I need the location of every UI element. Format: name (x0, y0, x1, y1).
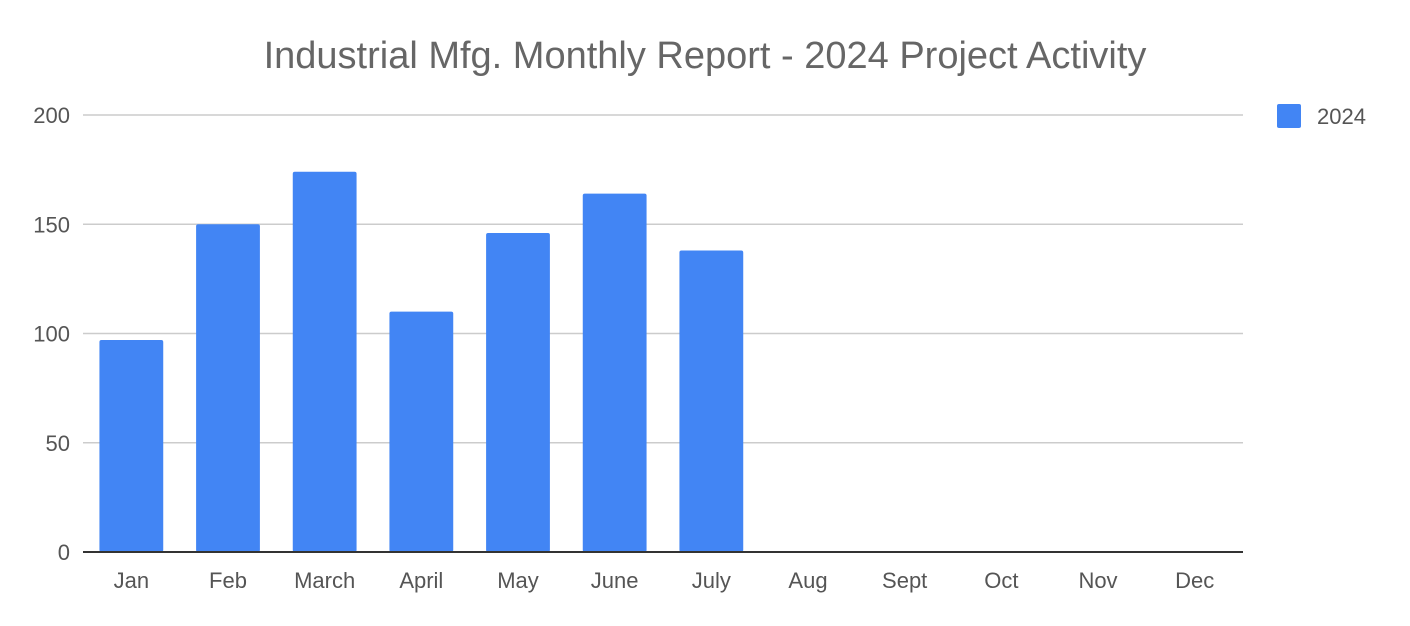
y-tick-label: 100 (33, 322, 70, 347)
x-tick-label-march: March (294, 568, 355, 593)
gridlines (83, 114, 1243, 444)
x-tick-label-feb: Feb (209, 568, 247, 593)
bars (99, 171, 744, 553)
x-tick-label-june: June (591, 568, 639, 593)
bar-april (389, 311, 454, 552)
legend-swatch-2024 (1277, 104, 1301, 128)
x-tick-label-jan: Jan (114, 568, 149, 593)
legend-label-2024: 2024 (1317, 104, 1366, 129)
x-tick-label-nov: Nov (1078, 568, 1117, 593)
legend: 2024 (1277, 104, 1366, 129)
y-tick-label: 0 (58, 540, 70, 565)
bar-may (486, 232, 550, 553)
x-tick-label-may: May (497, 568, 539, 593)
y-axis-ticks: 0 50 100 150 200 (33, 103, 70, 565)
x-tick-label-sept: Sept (882, 568, 927, 593)
y-tick-label: 50 (46, 431, 70, 456)
x-tick-label-dec: Dec (1175, 568, 1214, 593)
bar-jan (99, 340, 164, 552)
bar-june (582, 193, 647, 552)
y-tick-label: 150 (33, 212, 70, 237)
bar-july (679, 250, 744, 552)
x-tick-label-april: April (399, 568, 443, 593)
y-tick-label: 200 (33, 103, 70, 128)
bar-march (292, 171, 357, 552)
bar-feb (196, 224, 260, 552)
x-axis-ticks: Jan Feb March April May June July Aug Sept Oct Nov… (114, 568, 1215, 593)
x-tick-label-aug: Aug (788, 568, 827, 593)
x-tick-label-oct: Oct (984, 568, 1018, 593)
x-tick-label-july: July (692, 568, 731, 593)
chart-title: Industrial Mfg. Monthly Report - 2024 Pr… (264, 35, 1147, 77)
